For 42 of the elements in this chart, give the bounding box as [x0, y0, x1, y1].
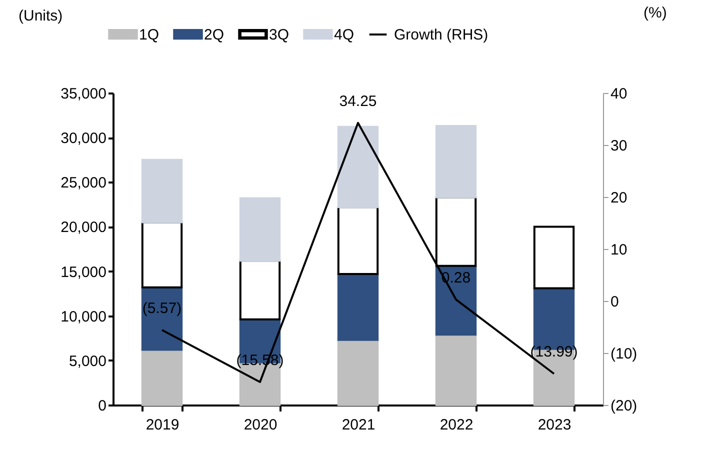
bar	[141, 221, 183, 288]
y-tick-label: 5,000	[68, 352, 106, 370]
bar	[435, 334, 477, 406]
x-tick-label: 2020	[244, 416, 278, 434]
y2-tick-label: 20	[610, 190, 628, 206]
bar	[337, 272, 379, 341]
y2-axis-title: (%)	[644, 4, 667, 22]
legend-label: 1Q	[139, 26, 160, 44]
y-tick-label: 35,000	[60, 86, 106, 102]
bar	[141, 158, 183, 224]
y-tick-label: 20,000	[60, 219, 106, 236]
y-tick-label: 15,000	[60, 264, 106, 281]
x-tick-label: 2019	[146, 416, 180, 434]
y2-tick-label: 0	[610, 294, 619, 310]
y-tick-label: 30,000	[60, 130, 106, 148]
x-tick-label: 2023	[538, 416, 572, 434]
data-label: (5.57)	[142, 300, 182, 317]
y-axis-title: (Units)	[18, 8, 63, 24]
y2-tick-label: (10)	[610, 346, 638, 362]
x-tick-label: 2022	[440, 416, 474, 434]
bar	[141, 348, 183, 406]
legend-label: Growth (RHS)	[394, 26, 488, 44]
x-tick-label: 2021	[342, 416, 376, 434]
y2-tick-label: (20)	[610, 398, 638, 414]
legend-label: 2Q	[204, 26, 224, 44]
y-tick-label: 10,000	[60, 308, 106, 326]
bar	[435, 196, 477, 267]
bar	[435, 124, 477, 198]
bar	[239, 197, 281, 262]
bar	[337, 206, 379, 275]
y-tick-label: 0	[98, 398, 106, 414]
bar	[239, 260, 281, 320]
y2-tick-label: 40	[610, 86, 628, 102]
bar	[337, 126, 379, 208]
y2-tick-label: 10	[610, 242, 628, 258]
bar	[533, 226, 575, 290]
data-label: 34.25	[339, 92, 377, 110]
legend-label: 3Q	[269, 26, 290, 44]
legend-label: 4Q	[334, 26, 354, 44]
y2-tick-label: 30	[610, 138, 628, 154]
bar	[337, 338, 379, 406]
y-tick-label: 25,000	[60, 174, 106, 192]
